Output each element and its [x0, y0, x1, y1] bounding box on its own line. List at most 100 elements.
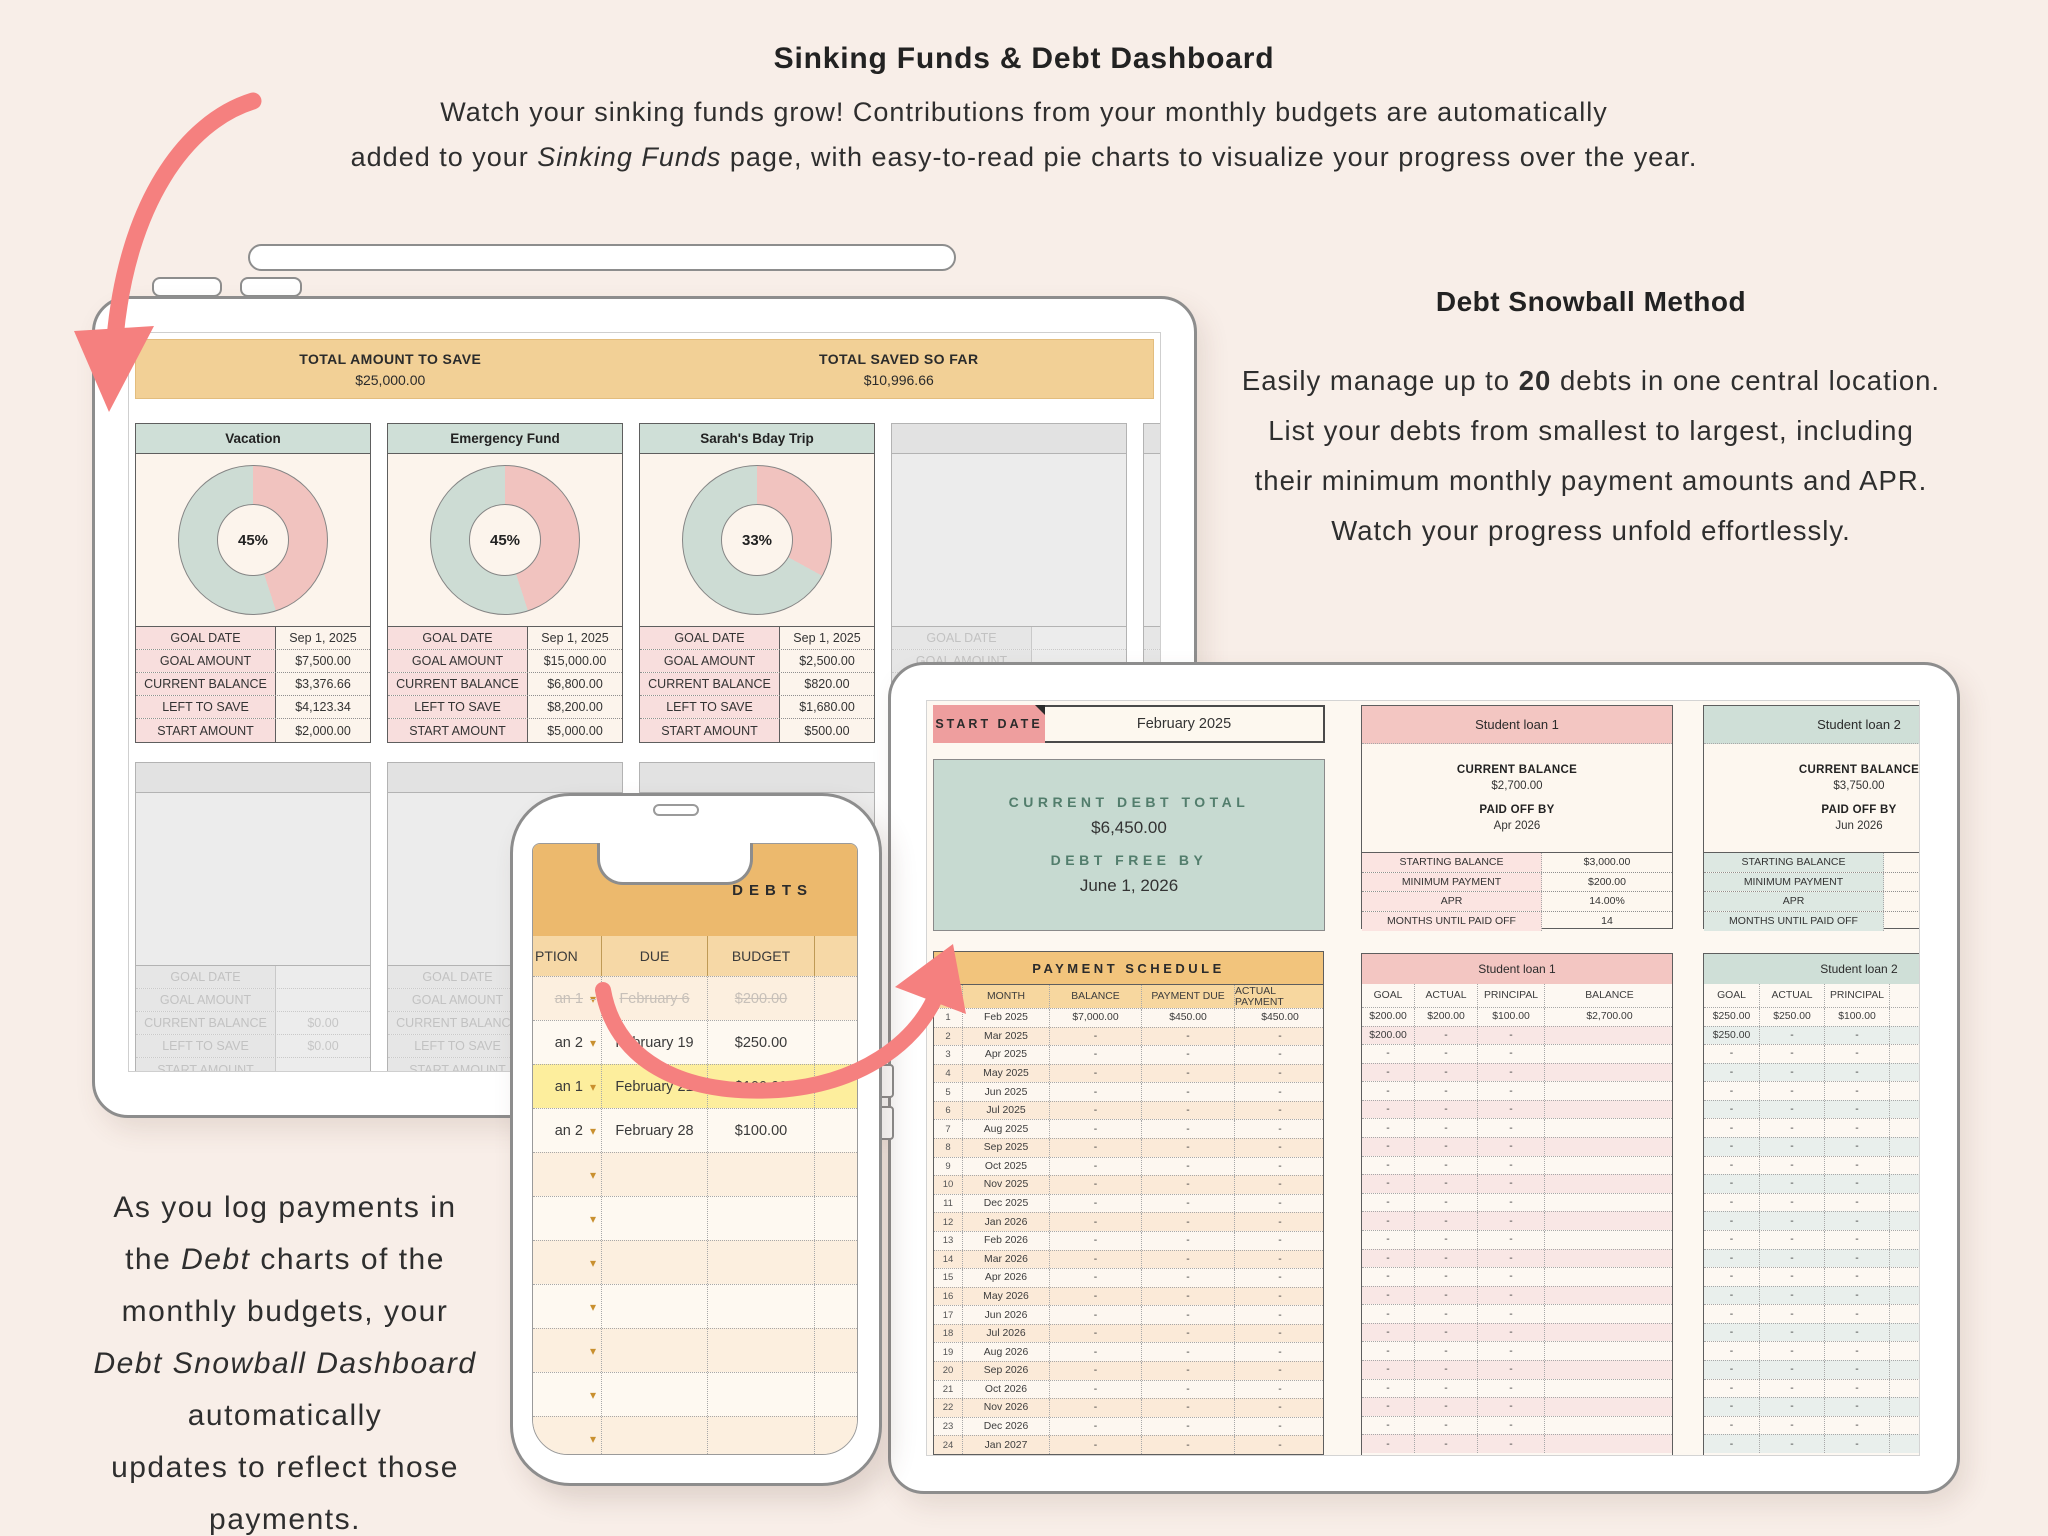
schedule-cell[interactable]: -: [1141, 1139, 1234, 1157]
loan-pay-cell[interactable]: -: [1824, 1268, 1889, 1286]
loan-pay-cell[interactable]: -: [1729, 1197, 1734, 1209]
loan-pay-cell[interactable]: -: [1386, 1252, 1390, 1264]
debt-description-cell[interactable]: an 2 ▾: [533, 1021, 601, 1064]
loan-pay-cell[interactable]: -: [1477, 1193, 1544, 1212]
loan-pay-cell[interactable]: -: [1386, 1327, 1390, 1339]
debt-description-cell[interactable]: an 2 ▾: [533, 1109, 601, 1152]
loan-pay-cell[interactable]: -: [1729, 1178, 1734, 1190]
loan-pay-cell[interactable]: -: [1824, 1193, 1889, 1212]
loan-pay-cell[interactable]: -: [1414, 1435, 1477, 1453]
loan-pay-cell[interactable]: -: [1414, 1175, 1477, 1193]
schedule-cell[interactable]: -: [1049, 1343, 1141, 1361]
debt-budget-cell[interactable]: [707, 1329, 814, 1372]
debt-budget-cell[interactable]: [707, 1285, 814, 1328]
loan-pay-cell[interactable]: -: [1759, 1268, 1824, 1286]
loan-pay-cell[interactable]: -: [1477, 1100, 1544, 1119]
loan-pay-cell[interactable]: -: [1477, 1156, 1544, 1175]
loan-pay-cell[interactable]: -: [1414, 1212, 1477, 1230]
schedule-cell[interactable]: -: [1234, 1436, 1323, 1454]
schedule-cell[interactable]: Mar 2025: [962, 1027, 1049, 1046]
debt-description-cell[interactable]: ▾: [533, 1373, 601, 1416]
debt-due-cell[interactable]: [601, 1241, 707, 1284]
loan-pay-cell[interactable]: -: [1386, 1159, 1390, 1171]
debt-budget-cell[interactable]: [707, 1417, 814, 1454]
loan-pay-cell[interactable]: -: [1729, 1345, 1734, 1357]
schedule-cell[interactable]: -: [1141, 1027, 1234, 1046]
loan-pay-cell[interactable]: $200.00: [1414, 1008, 1477, 1026]
schedule-cell[interactable]: Feb 2026: [962, 1231, 1049, 1250]
schedule-cell[interactable]: Oct 2026: [962, 1380, 1049, 1399]
loan-pay-cell[interactable]: [1889, 1360, 1919, 1379]
schedule-cell[interactable]: -: [1234, 1157, 1323, 1176]
loan-pay-cell[interactable]: -: [1477, 1286, 1544, 1305]
loan-pay-cell[interactable]: -: [1824, 1416, 1889, 1435]
schedule-cell[interactable]: -: [1049, 1083, 1141, 1101]
loan-pay-cell[interactable]: $250.00: [1712, 1011, 1751, 1023]
schedule-cell[interactable]: -: [1234, 1324, 1323, 1343]
loan-stat-value[interactable]: [1884, 892, 1919, 911]
loan-pay-cell[interactable]: -: [1386, 1197, 1390, 1209]
loan-pay-cell[interactable]: [1889, 1100, 1919, 1119]
loan-pay-cell[interactable]: -: [1414, 1230, 1477, 1249]
fund-stat-value[interactable]: Sep 1, 2025: [793, 631, 861, 645]
loan-pay-cell[interactable]: -: [1729, 1438, 1734, 1450]
debt-budget-cell[interactable]: $200.00: [707, 977, 814, 1020]
schedule-cell[interactable]: -: [1234, 1343, 1323, 1361]
debt-budget-cell[interactable]: [707, 1197, 814, 1240]
loan-pay-cell[interactable]: [1544, 1435, 1672, 1453]
loan-pay-cell[interactable]: [1889, 1249, 1919, 1268]
fund-stat-value[interactable]: $1,680.00: [799, 700, 855, 714]
loan-pay-cell[interactable]: -: [1824, 1342, 1889, 1360]
loan-pay-cell[interactable]: -: [1824, 1100, 1889, 1119]
debt-extra-cell[interactable]: [814, 977, 857, 1020]
schedule-cell[interactable]: Jul 2025: [962, 1101, 1049, 1120]
fund-stat-value[interactable]: $2,000.00: [295, 723, 351, 738]
loan-pay-cell[interactable]: [1544, 1286, 1672, 1305]
dropdown-arrow-icon[interactable]: ▾: [589, 1035, 596, 1050]
loan-pay-cell[interactable]: -: [1759, 1045, 1824, 1063]
loan-pay-cell[interactable]: -: [1386, 1345, 1390, 1357]
schedule-cell[interactable]: -: [1234, 1380, 1323, 1399]
loan-pay-cell[interactable]: -: [1729, 1085, 1734, 1097]
loan-pay-cell[interactable]: [1544, 1416, 1672, 1435]
loan-pay-cell[interactable]: -: [1759, 1416, 1824, 1435]
dropdown-arrow-icon[interactable]: ▾: [589, 1343, 596, 1358]
schedule-cell[interactable]: -: [1049, 1120, 1141, 1139]
schedule-cell[interactable]: -: [1234, 1287, 1323, 1306]
loan-stat-value[interactable]: 14: [1601, 915, 1613, 928]
loan-pay-cell[interactable]: -: [1824, 1398, 1889, 1416]
loan-pay-cell[interactable]: -: [1386, 1401, 1390, 1413]
loan-pay-cell[interactable]: [1544, 1249, 1672, 1268]
loan-pay-cell[interactable]: -: [1477, 1212, 1544, 1230]
loan-pay-cell[interactable]: -: [1824, 1138, 1889, 1156]
debt-due-cell[interactable]: [601, 1197, 707, 1240]
schedule-cell[interactable]: May 2026: [962, 1287, 1049, 1306]
debt-budget-cell[interactable]: $100.00: [707, 1109, 814, 1152]
fund-stat-value[interactable]: $4,123.34: [295, 700, 351, 714]
schedule-cell[interactable]: -: [1141, 1176, 1234, 1194]
loan-pay-cell[interactable]: -: [1759, 1082, 1824, 1100]
debt-due-cell[interactable]: [601, 1417, 707, 1454]
debt-due-cell[interactable]: [601, 1373, 707, 1416]
schedule-cell[interactable]: -: [1049, 1157, 1141, 1176]
schedule-cell[interactable]: -: [1141, 1046, 1234, 1064]
loan-pay-cell[interactable]: -: [1386, 1141, 1390, 1153]
loan-pay-cell[interactable]: [1544, 1138, 1672, 1156]
schedule-cell[interactable]: -: [1141, 1361, 1234, 1380]
debt-extra-cell[interactable]: [814, 1065, 857, 1108]
loan-pay-cell[interactable]: $250.00: [1712, 1029, 1751, 1041]
fund-stat-value[interactable]: $6,800.00: [547, 677, 603, 691]
loan-pay-cell[interactable]: -: [1386, 1085, 1390, 1097]
dropdown-arrow-icon[interactable]: ▾: [589, 1123, 596, 1138]
schedule-cell[interactable]: Nov 2025: [962, 1176, 1049, 1194]
debt-extra-cell[interactable]: [814, 1285, 857, 1328]
loan-pay-cell[interactable]: [1889, 1398, 1919, 1416]
loan-pay-cell[interactable]: -: [1729, 1327, 1734, 1339]
schedule-cell[interactable]: -: [1141, 1417, 1234, 1436]
schedule-cell[interactable]: $450.00: [1234, 1009, 1323, 1027]
schedule-cell[interactable]: -: [1049, 1250, 1141, 1269]
loan-pay-cell[interactable]: [1889, 1026, 1919, 1045]
loan-pay-cell[interactable]: -: [1477, 1138, 1544, 1156]
schedule-cell[interactable]: -: [1141, 1213, 1234, 1231]
loan-pay-cell[interactable]: -: [1759, 1156, 1824, 1175]
